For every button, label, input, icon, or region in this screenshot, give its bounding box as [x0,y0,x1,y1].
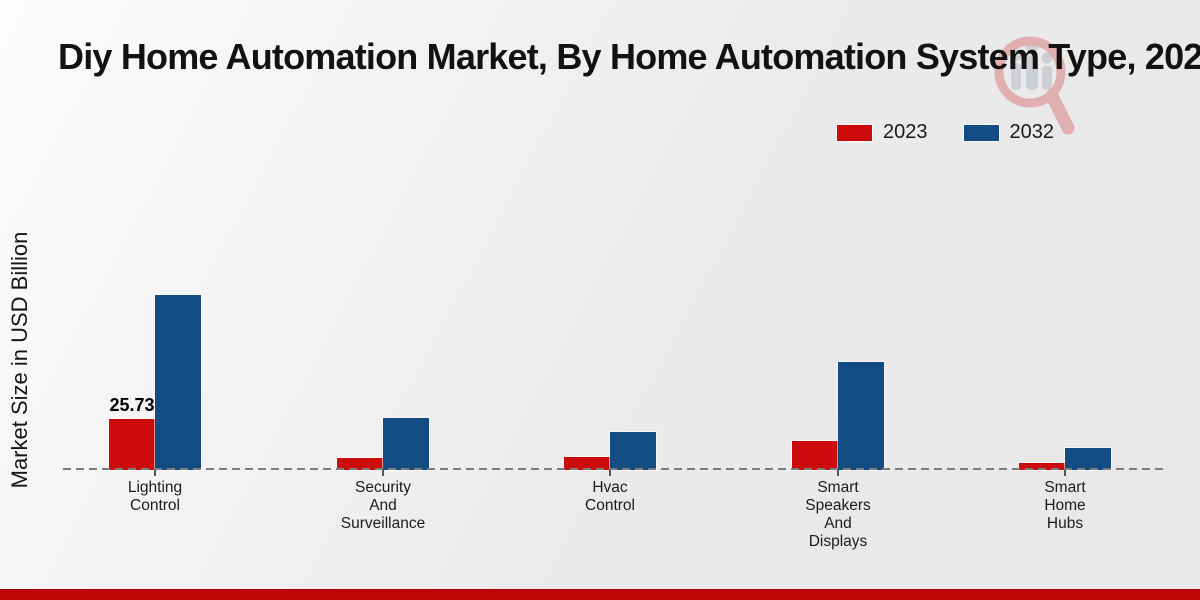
legend-label-2023: 2023 [883,121,928,143]
bar-2023-security-and-surveillance [337,458,383,470]
bar-2032-smart-home-hubs [1065,448,1111,470]
brand-logo-watermark [994,36,1075,135]
bar-2032-hvac-control [610,432,656,470]
bar-2023-lighting-control [109,419,155,470]
category-label-smart-speakers-and-displays: Smart Speakers And Displays [805,479,871,550]
category-label-hvac-control: Hvac Control [585,479,635,514]
bar-2023-hvac-control [564,457,610,470]
legend-label-2032: 2032 [1009,121,1055,143]
bar-2023-smart-speakers-and-displays [792,441,838,470]
y-axis-label: Market Size in USD Billion [7,231,32,489]
x-axis-baseline [63,468,1168,470]
category-label-lighting-control: Lighting Control [127,479,183,514]
x-axis-tick-hvac-control [609,470,611,476]
x-axis-tick-lighting-control [154,470,156,476]
chart-title: Diy Home Automation Market, By Home Auto… [58,36,1200,77]
bar-2032-smart-speakers-and-displays [838,362,884,470]
bar-2032-lighting-control [155,295,201,470]
x-axis-tick-smart-speakers-and-displays [837,470,839,476]
x-axis-tick-smart-home-hubs [1064,470,1066,476]
category-label-security-and-surveillance: Security And Surveillance [340,479,426,532]
x-axis-tick-security-and-surveillance [382,470,384,476]
legend-item-2032: 2032 [963,121,1055,144]
legend: 2023 2032 [837,121,1054,144]
legend-swatch-2023 [837,124,872,141]
legend-item-2023: 2023 [837,121,928,144]
category-label-smart-home-hubs: Smart Home Hubs [1044,479,1086,532]
bar-value-label-2023-lighting-control: 25.73 [109,395,155,415]
footer-accent-bar [0,589,1200,600]
bar-2032-security-and-surveillance [383,418,429,470]
bar-2023-smart-home-hubs [1019,463,1065,470]
legend-swatch-2032 [963,124,999,141]
